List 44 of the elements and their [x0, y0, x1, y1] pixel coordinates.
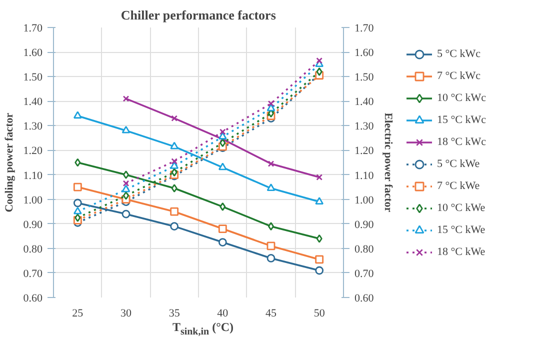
x-tick-label: 45 [266, 308, 277, 320]
y-tick-label: 1.60 [23, 47, 43, 60]
y-tick-label: 1.40 [23, 96, 43, 108]
y-tick-label: 1.30 [23, 120, 43, 133]
x-tick-label: 35 [168, 308, 180, 320]
x-tick-label: 30 [120, 308, 132, 320]
y-tick-label: 0.80 [23, 243, 43, 256]
y-tick-label: 1.50 [23, 72, 43, 84]
x-tick-label: 25 [72, 308, 84, 320]
y-tick-label: 1.70 [23, 22, 43, 34]
y2-tick-label: 1.10 [354, 170, 374, 182]
legend-label: 5 °C kWe [437, 156, 480, 170]
y-tick-label: 1.10 [23, 170, 43, 182]
legend-label: 18 °C kWc [437, 134, 486, 148]
y-tick-label: 0.60 [23, 292, 43, 304]
chart-title: Chiller performance factors [120, 8, 276, 22]
y2-tick-label: 0.80 [354, 243, 374, 256]
y-axis-title: Cooling power factor [3, 112, 16, 212]
y2-tick-label: 1.40 [354, 96, 374, 108]
legend-label: 15 °C kWe [437, 222, 486, 236]
x-tick-label: 50 [314, 308, 326, 320]
x-tick-label: 40 [217, 308, 229, 320]
y2-tick-label: 0.90 [354, 218, 374, 231]
y-tick-label: 0.90 [23, 218, 43, 231]
y-tick-label: 1.20 [23, 145, 43, 158]
legend-label: 7 °C kWc [437, 68, 481, 82]
y2-tick-label: 1.50 [354, 72, 374, 84]
legend-label: 5 °C kWc [437, 46, 481, 60]
y-tick-label: 0.70 [23, 268, 43, 280]
y2-tick-label: 1.70 [354, 22, 374, 34]
legend-label: 7 °C kWe [437, 178, 480, 192]
legend-label: 18 °C kWe [437, 244, 486, 258]
y2-axis-title: Electric power factor [382, 112, 394, 212]
legend-label: 10 °C kWe [437, 200, 486, 214]
y2-tick-label: 1.20 [354, 145, 374, 158]
y2-tick-label: 1.60 [354, 47, 374, 60]
y2-tick-label: 1.00 [354, 194, 374, 206]
y2-tick-label: 0.70 [354, 268, 374, 280]
y2-tick-label: 1.30 [354, 120, 374, 133]
x-axis-title: T$_{sink,in}$ (°C) [171, 319, 235, 340]
y2-tick-label: 0.60 [354, 292, 374, 304]
legend-label: 10 °C kWc [437, 90, 486, 104]
legend-label: 15 °C kWc [437, 112, 486, 126]
y-tick-label: 1.00 [23, 194, 43, 206]
